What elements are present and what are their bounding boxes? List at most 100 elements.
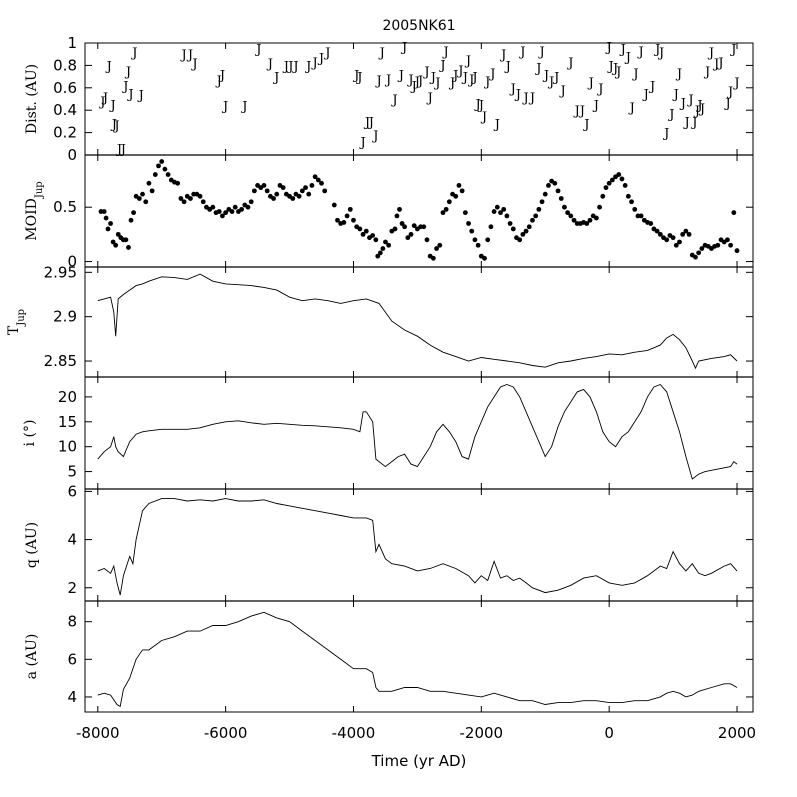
y-tick-label: 5 xyxy=(67,463,77,481)
encounter-marker: J xyxy=(587,76,594,91)
moid-point xyxy=(728,242,734,248)
moid-point xyxy=(216,209,222,214)
panel-inc: 5 10 15 20 i (°) xyxy=(22,376,753,489)
moid-point xyxy=(507,221,513,226)
moid-point xyxy=(181,199,187,205)
encounter-marker: J xyxy=(477,99,484,114)
moid-point xyxy=(622,183,628,188)
moid-point xyxy=(347,206,353,212)
y-axis-label-subscript: Jup xyxy=(16,309,27,327)
encounter-marker: J xyxy=(698,102,705,117)
moid-point xyxy=(360,231,366,237)
moid-point xyxy=(101,209,107,214)
encounter-marker: J xyxy=(518,45,525,60)
moid-point xyxy=(424,237,430,243)
moid-point xyxy=(715,242,721,248)
panel-a: 4 6 8 a (AU) xyxy=(24,600,753,712)
encounter-marker: J xyxy=(592,99,599,114)
y-tick-label: 2.9 xyxy=(53,308,77,326)
moid-point xyxy=(162,166,168,172)
moid-point xyxy=(375,253,381,259)
moid-point xyxy=(696,250,702,256)
moid-point xyxy=(462,210,468,216)
encounter-marker: J xyxy=(126,87,133,102)
moid-point xyxy=(606,180,612,186)
moid-point xyxy=(223,210,229,216)
encounter-marker: J xyxy=(410,80,417,95)
encounter-marker: J xyxy=(488,67,495,82)
moid-point xyxy=(552,180,558,186)
encounter-marker: J xyxy=(352,68,359,83)
moid-point xyxy=(434,246,439,251)
moid-point xyxy=(188,196,193,201)
y-tick-label: 4 xyxy=(67,531,77,549)
moid-point xyxy=(245,204,251,210)
y-axis-label-subscript: Jup xyxy=(34,181,45,199)
encounter-marker: J xyxy=(642,87,649,102)
encounter-marker: J xyxy=(648,80,655,95)
moid-point xyxy=(625,193,631,199)
encounter-marker: J xyxy=(282,59,289,74)
moid-point xyxy=(571,217,577,223)
moid-point xyxy=(146,180,152,186)
x-tick-label: -2000 xyxy=(460,724,504,742)
moid-point xyxy=(440,210,446,216)
encounter-marker: J xyxy=(179,48,186,63)
y-tick-label: 0.5 xyxy=(53,198,77,216)
moid-point xyxy=(113,242,119,248)
encounter-marker: J xyxy=(573,104,580,119)
moid-point xyxy=(136,196,142,201)
encounter-marker: J xyxy=(426,91,433,106)
encounter-marker: J xyxy=(667,108,674,123)
encounter-marker: J xyxy=(221,100,228,115)
moid-point xyxy=(485,237,491,243)
encounter-marker: J xyxy=(363,115,370,130)
encounter-marker: J xyxy=(291,59,298,74)
encounter-marker: J xyxy=(683,115,690,130)
moid-point xyxy=(123,237,129,243)
encounter-marker: J xyxy=(474,97,481,112)
encounter-marker: J xyxy=(631,67,638,82)
moid-point xyxy=(319,180,324,186)
moid-point xyxy=(197,193,203,199)
series-line-a xyxy=(97,611,738,708)
moid-point xyxy=(351,217,356,223)
moid-point xyxy=(488,224,494,230)
moid-point xyxy=(229,209,235,214)
moid-point xyxy=(536,206,542,212)
encounter-marker: J xyxy=(690,115,697,130)
moid-point xyxy=(156,163,161,169)
moid-point xyxy=(629,199,634,205)
moid-point xyxy=(296,193,302,199)
encounter-marker: J xyxy=(311,56,318,71)
moid-point xyxy=(600,193,606,199)
y-axis-label-inc: i (°) xyxy=(22,420,38,447)
moid-point xyxy=(392,226,398,232)
encounter-marker: J xyxy=(121,80,128,95)
encounter-marker: J xyxy=(686,93,693,108)
moid-point xyxy=(149,188,155,194)
moid-point xyxy=(386,242,392,248)
encounter-marker: J xyxy=(672,87,679,102)
moid-point xyxy=(394,213,400,219)
moid-point xyxy=(657,231,663,237)
encounter-marker: J xyxy=(537,45,544,60)
encounter-marker: J xyxy=(272,71,279,86)
moid-point xyxy=(472,237,478,243)
moid-point xyxy=(312,174,318,180)
encounter-marker: J xyxy=(130,46,137,61)
moid-point xyxy=(239,206,245,212)
moid-point xyxy=(380,246,386,251)
moid-point xyxy=(459,188,465,194)
moid-point xyxy=(539,199,545,205)
encounter-marker: J xyxy=(707,46,714,61)
moid-point xyxy=(232,204,238,210)
encounter-marker: J xyxy=(240,100,247,115)
encounter-marker: J xyxy=(304,59,311,74)
encounter-marker: J xyxy=(729,43,736,58)
y-axis-label-a: a (AU) xyxy=(24,634,40,680)
moid-point xyxy=(178,196,184,201)
moid-point xyxy=(290,196,296,201)
moid-point xyxy=(456,183,462,188)
